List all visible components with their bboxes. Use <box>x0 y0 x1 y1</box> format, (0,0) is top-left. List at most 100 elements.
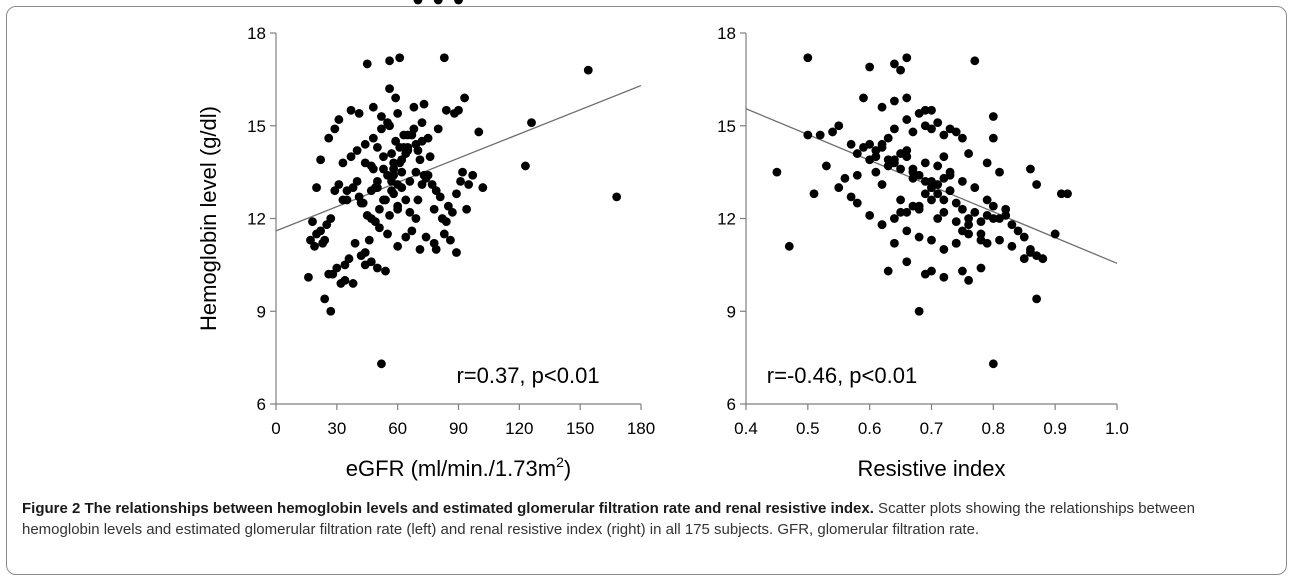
data-point <box>958 177 967 186</box>
data-point <box>360 139 370 149</box>
data-point <box>939 173 949 183</box>
data-point <box>803 53 813 63</box>
data-point <box>454 0 463 5</box>
data-point <box>815 130 825 140</box>
data-point <box>933 189 943 199</box>
data-point <box>405 177 415 186</box>
data-point <box>877 139 887 149</box>
x-tick-label: 0.4 <box>734 419 758 438</box>
data-point <box>927 124 936 134</box>
data-point <box>409 124 419 134</box>
data-point <box>338 158 348 168</box>
data-point <box>933 118 943 128</box>
data-point <box>346 105 356 115</box>
data-point <box>1007 220 1017 230</box>
data-point <box>354 108 364 118</box>
data-point <box>348 279 358 288</box>
data-point <box>304 272 313 282</box>
data-point <box>939 195 949 205</box>
data-point <box>896 65 905 75</box>
data-point <box>452 189 461 199</box>
data-point <box>890 124 899 134</box>
data-point <box>1001 211 1011 220</box>
data-point <box>939 272 949 282</box>
y-axis-title: Hemoglobin level (g/dl) <box>196 106 221 331</box>
data-point <box>877 220 887 230</box>
y-tick-label: 9 <box>727 302 736 321</box>
data-point <box>908 167 918 177</box>
data-point <box>939 245 949 254</box>
data-point <box>334 115 344 124</box>
data-point <box>346 152 356 162</box>
x-tick-label: 0.7 <box>920 419 944 438</box>
data-point <box>840 173 850 183</box>
data-point <box>342 195 352 205</box>
data-point <box>401 195 411 205</box>
data-point <box>852 149 862 158</box>
data-point <box>890 59 899 69</box>
data-point <box>920 158 930 168</box>
data-point <box>397 167 407 177</box>
data-point <box>397 155 407 165</box>
data-point <box>308 217 317 226</box>
data-point <box>318 238 328 248</box>
data-point <box>356 198 366 208</box>
data-point <box>803 130 813 140</box>
data-point <box>364 235 374 245</box>
data-point <box>902 53 912 63</box>
data-point <box>1019 254 1029 264</box>
data-point <box>902 152 912 162</box>
data-point <box>902 257 912 267</box>
data-point <box>393 108 403 118</box>
data-point <box>320 294 330 304</box>
data-point <box>920 105 930 115</box>
y-tick-label: 15 <box>717 117 736 136</box>
data-point <box>409 102 419 112</box>
x-tick-label: 0 <box>271 419 280 438</box>
data-point <box>1056 189 1066 199</box>
data-point <box>988 359 998 369</box>
data-point <box>970 56 980 66</box>
x-tick-label: 0.8 <box>982 419 1006 438</box>
data-point <box>407 226 417 236</box>
data-point <box>385 121 394 131</box>
data-point <box>377 359 386 369</box>
data-point <box>958 226 967 236</box>
data-point <box>411 139 421 149</box>
data-point <box>865 211 875 220</box>
data-point <box>401 232 411 242</box>
data-point <box>871 152 881 162</box>
data-point <box>360 248 370 257</box>
data-point <box>332 263 342 273</box>
correlation-annotation: r=-0.46, p<0.01 <box>767 363 917 388</box>
data-point <box>527 118 536 128</box>
data-point <box>920 189 930 199</box>
data-point <box>385 56 394 66</box>
data-point <box>1019 232 1029 242</box>
data-point <box>927 183 936 192</box>
data-point <box>330 124 340 134</box>
data-point <box>970 207 980 217</box>
x-tick-label: 0.9 <box>1043 419 1067 438</box>
y-tick-label: 18 <box>247 24 266 43</box>
data-point <box>421 232 431 242</box>
data-point <box>939 207 949 217</box>
y-tick-label: 15 <box>247 117 266 136</box>
x-tick-label: 30 <box>327 419 346 438</box>
data-point <box>951 127 961 137</box>
data-point <box>896 195 905 205</box>
data-point <box>395 142 405 152</box>
data-point <box>927 105 936 115</box>
data-point <box>344 254 354 264</box>
data-point <box>336 279 346 288</box>
data-point <box>883 133 893 143</box>
y-tick-label: 12 <box>717 210 736 229</box>
data-point <box>958 204 967 214</box>
x-tick-label: 150 <box>566 419 594 438</box>
data-point <box>368 133 378 143</box>
data-point <box>360 260 370 270</box>
data-point <box>460 93 469 103</box>
data-point <box>393 180 403 189</box>
x-tick-label: 60 <box>388 419 407 438</box>
